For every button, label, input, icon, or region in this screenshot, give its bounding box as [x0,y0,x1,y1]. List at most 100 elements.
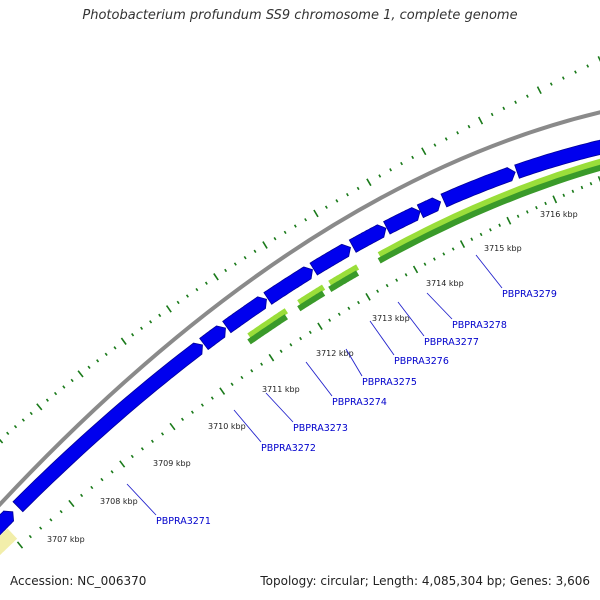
scale-tick [149,320,153,324]
scale-tick [253,249,257,254]
kbp-tick-label: 3709 kbp [153,459,191,468]
gene-label: PBPRA3273 [293,423,348,434]
scale-tick [131,333,135,337]
scale-tick [213,273,219,281]
kbp-tick-label: 3708 kbp [100,497,138,506]
scale-tick [36,403,43,411]
scale-tick [185,294,189,298]
scale-tick [21,418,25,422]
scale-tick [459,240,466,248]
scale-tick [589,181,593,186]
scale-tick [444,137,448,141]
scale-tick [243,255,247,260]
scale-tick [562,193,566,198]
cds-feature [309,243,351,276]
scale-tick [87,365,91,369]
scale-tick [268,353,275,362]
gene-label: PBPRA3276 [394,356,449,367]
scale-tick [80,493,84,498]
scale-tick [49,518,53,522]
cds-feature [416,197,442,219]
scale-tick [200,403,204,407]
cds-feature [263,266,313,305]
scale-tick [299,336,303,341]
scale-tick [357,300,360,305]
scale-tick [376,289,380,293]
map-title: Photobacterium profundum SS9 chromosome … [82,8,518,23]
scale-tick [574,70,577,74]
scale-tick [385,283,389,288]
scale-tick [488,228,492,232]
scale-tick [130,454,134,459]
scale-tick [544,201,547,206]
scale-tick [586,64,590,68]
scale-tick [59,509,63,514]
cds-feature [383,207,421,235]
leader-line [265,392,294,423]
scale-tick [120,337,127,345]
scale-tick [442,252,446,256]
scale-tick [395,278,399,282]
scale-tick [283,230,287,235]
scale-tick [304,218,308,222]
scale-tick [219,387,226,395]
scale-tick [100,477,104,482]
scale-tick [347,306,351,311]
cds-feature [12,342,203,513]
leader-line [397,301,425,337]
scale-tick [13,424,18,429]
scale-tick [96,359,100,363]
scale-tick [433,143,437,147]
accession-text: Accession: NC_006370 [10,574,147,588]
chromosome-backbone [0,110,600,508]
scale-tick [113,346,117,350]
gene-label: PBPRA3271 [156,516,211,527]
scale-tick [233,262,237,266]
rna-band-light [328,264,360,286]
leader-line [305,361,333,397]
scale-tick [308,330,312,335]
scale-tick [104,352,108,356]
gene-label: PBPRA3277 [424,337,479,348]
scale-tick [561,76,565,80]
scale-tick [535,205,538,210]
scale-tick [165,305,172,313]
scale-tick [506,216,512,225]
scale-tick [16,541,24,549]
scale-tick [29,411,33,416]
scale-tick [273,236,277,241]
scale-tick [53,391,58,396]
scale-tick [190,410,194,414]
scale-tick [525,94,529,98]
scale-tick [328,318,332,322]
scale-tick [378,174,382,178]
scale-tick [580,185,584,190]
gene-label: PBPRA3272 [261,443,316,454]
kbp-tick-label: 3711 kbp [262,385,300,394]
scale-tick [70,378,74,383]
gene-label: PBPRA3279 [502,289,557,300]
scale-tick [140,326,144,330]
scale-tick [356,186,360,191]
scale-tick [346,193,349,197]
scale-tick [490,112,494,117]
kbp-tick-label: 3710 kbp [208,422,246,431]
scale-tick [516,214,520,218]
scale-tick [169,422,176,431]
cds-feature [348,224,387,253]
scale-tick [262,241,268,249]
scale-tick [324,205,328,209]
scale-tick [412,265,419,274]
leader-line [369,320,395,356]
scale-tick [260,362,264,366]
rna-band-dark [328,270,360,292]
scale-tick [411,155,415,160]
leader-line [475,254,503,289]
genome-summary-text: Topology: circular; Length: 4,085,304 bp… [260,574,590,588]
gene-label: PBPRA3274 [332,397,387,408]
rna-band-light [247,308,288,339]
scale-tick [110,470,114,474]
scale-tick [502,106,506,111]
scale-tick [470,237,474,241]
